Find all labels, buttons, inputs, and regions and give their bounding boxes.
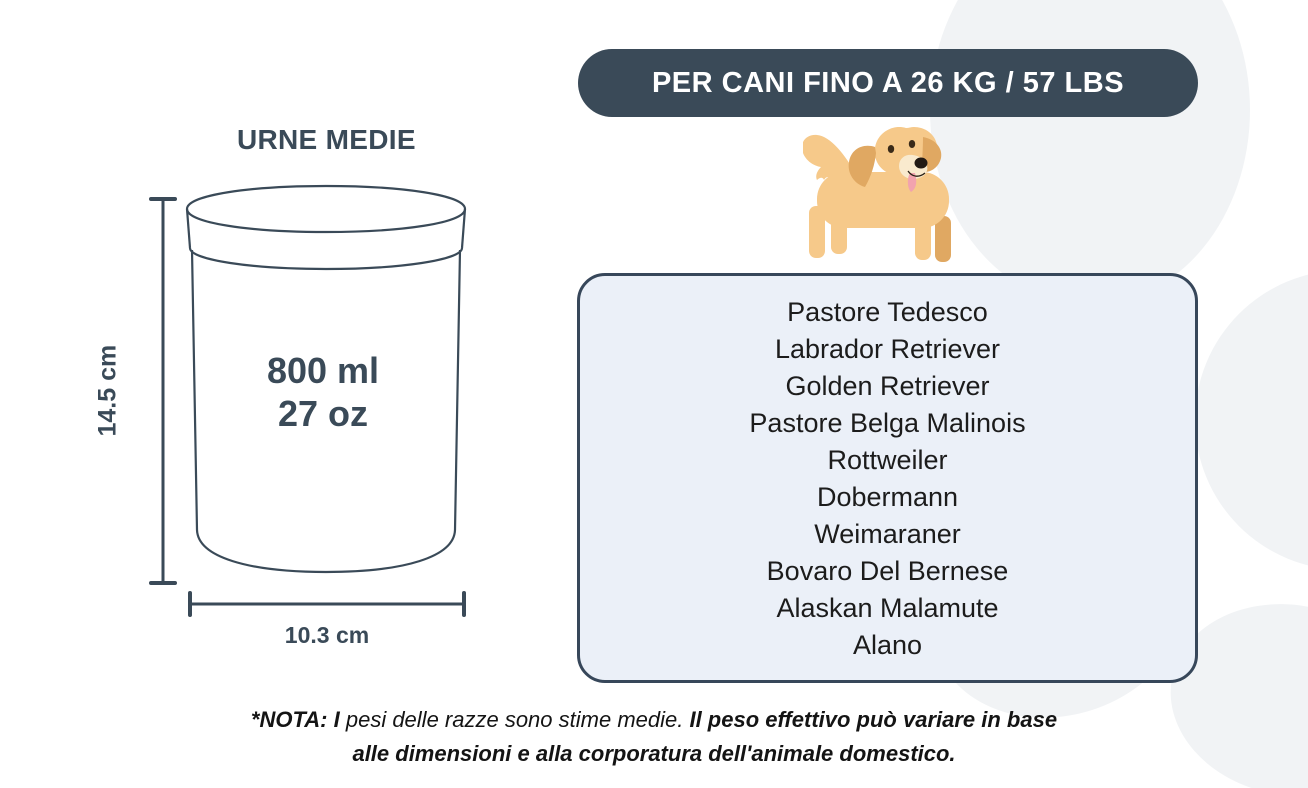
svg-text:27 oz: 27 oz [278, 393, 368, 434]
svg-text:800 ml: 800 ml [267, 350, 379, 391]
